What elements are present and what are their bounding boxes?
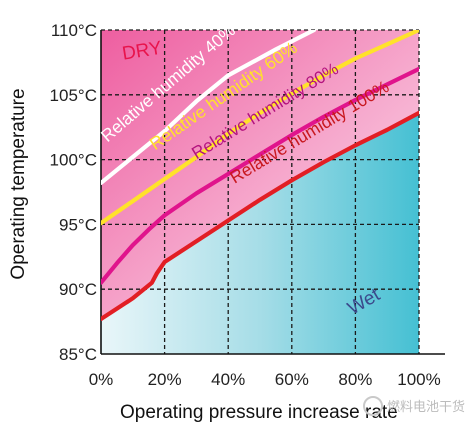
- watermark-logo-icon: [363, 396, 383, 416]
- watermark-text: 燃料电池干货: [387, 399, 465, 415]
- x-tick-label: 0%: [89, 370, 114, 389]
- x-tick-label: 20%: [148, 370, 182, 389]
- y-tick-label: 100°C: [50, 151, 97, 170]
- y-tick-label: 85°C: [59, 345, 97, 364]
- y-tick-label: 95°C: [59, 215, 97, 234]
- x-tick-label: 100%: [397, 370, 440, 389]
- y-axis-ticks: 85°C 90°C 95°C 100°C 105°C 110°C: [50, 21, 97, 364]
- y-tick-label: 105°C: [50, 86, 97, 105]
- humidity-curve-4: [101, 110, 419, 322]
- x-tick-label: 60%: [275, 370, 309, 389]
- y-tick-label: 110°C: [51, 21, 97, 40]
- watermark: 燃料电池干货: [363, 396, 465, 416]
- humidity-curve-3: [101, 66, 419, 285]
- x-axis-ticks: 0% 20% 40% 60% 80% 100%: [89, 370, 441, 389]
- humidity-curve-2: [101, 30, 419, 226]
- x-axis-title: Operating pressure increase rate: [120, 402, 398, 423]
- plot-background: [101, 30, 419, 354]
- humidity-curve-1: [101, 30, 317, 185]
- dry-region-fill: [101, 30, 419, 319]
- x-tick-label: 80%: [338, 370, 372, 389]
- y-axis-title: Operating temperature: [8, 88, 29, 279]
- humidity-curves: [101, 30, 419, 322]
- x-tick-label: 40%: [211, 370, 245, 389]
- y-tick-label: 90°C: [59, 280, 97, 299]
